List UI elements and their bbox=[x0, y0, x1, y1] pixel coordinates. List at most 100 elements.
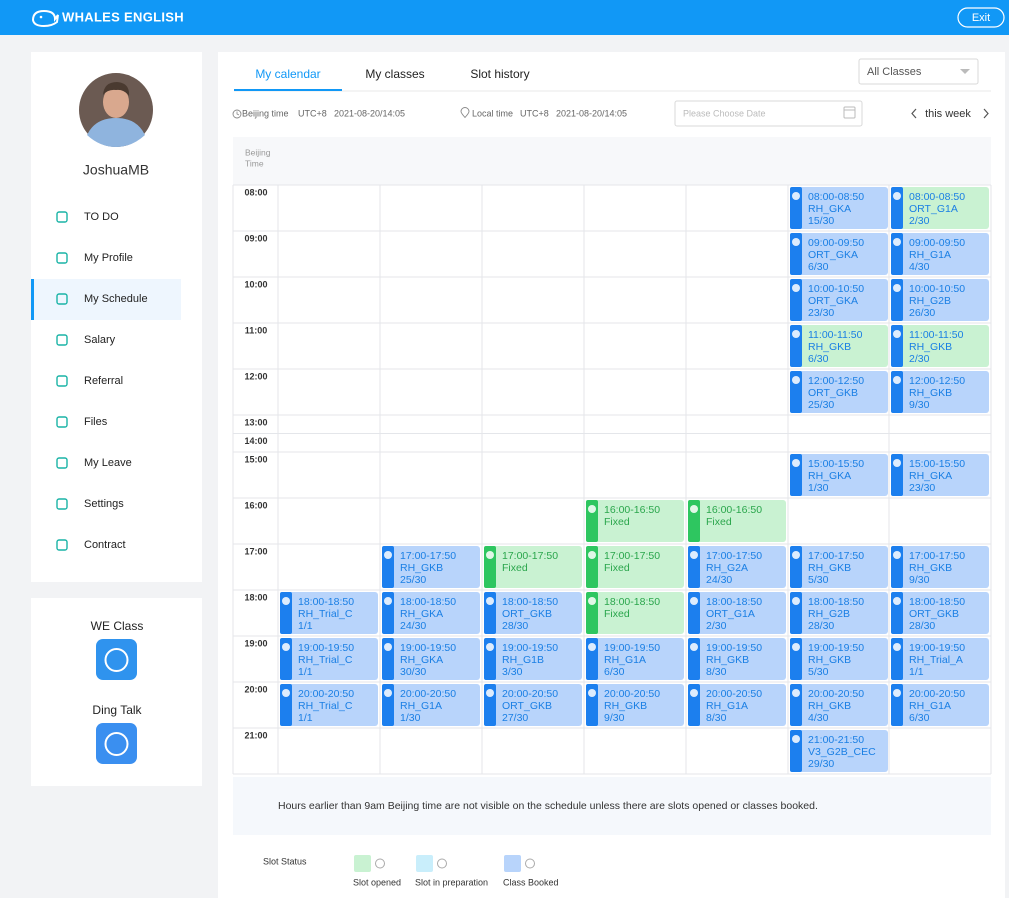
slot-name: RH_GKB bbox=[909, 341, 952, 353]
slot-time: 10:00-10:50 bbox=[909, 283, 965, 295]
slot-time: 17:00-17:50 bbox=[808, 550, 864, 562]
slot-icon bbox=[588, 551, 596, 559]
slot-time: 20:00-20:50 bbox=[909, 688, 965, 700]
slot-time: 19:00-19:50 bbox=[604, 642, 660, 654]
slot-time: 16:00-16:50 bbox=[604, 504, 660, 516]
class-filter-label[interactable]: All Classes bbox=[867, 66, 922, 78]
menu-item[interactable]: My Schedule bbox=[84, 293, 148, 305]
slot-icon bbox=[893, 551, 901, 559]
menu-item[interactable]: Settings bbox=[84, 498, 124, 510]
user-name: JoshuaMB bbox=[83, 162, 149, 178]
menu-item[interactable]: My Profile bbox=[84, 252, 133, 264]
slot-bg bbox=[891, 454, 989, 496]
slot-bg bbox=[891, 592, 989, 634]
menu-icon bbox=[56, 539, 68, 551]
menu-icon bbox=[56, 457, 68, 469]
slot-time: 19:00-19:50 bbox=[502, 642, 558, 654]
slot-icon bbox=[384, 597, 392, 605]
calendar-icon bbox=[843, 106, 856, 119]
app-icon[interactable] bbox=[96, 639, 137, 680]
slot-icon bbox=[893, 192, 901, 200]
date-input[interactable] bbox=[674, 100, 863, 127]
menu-item[interactable]: Salary bbox=[84, 334, 116, 346]
slot-time: 17:00-17:50 bbox=[909, 550, 965, 562]
slot-time: 08:00-08:50 bbox=[909, 191, 965, 203]
slot-name: ORT_GKB bbox=[808, 387, 858, 399]
menu-item[interactable]: Files bbox=[84, 416, 108, 428]
app-icon[interactable] bbox=[96, 723, 137, 764]
exit-button[interactable] bbox=[957, 7, 1005, 28]
menu-item[interactable]: Contract bbox=[84, 539, 126, 551]
slot-count: 5/30 bbox=[808, 574, 829, 586]
tab[interactable]: My classes bbox=[365, 67, 424, 81]
tab[interactable]: My calendar bbox=[255, 67, 320, 81]
slot-count: 28/30 bbox=[502, 620, 528, 632]
menu-item[interactable]: Referral bbox=[84, 375, 123, 387]
class-filter[interactable] bbox=[858, 58, 979, 85]
slot-bg bbox=[688, 592, 786, 634]
slot-name: RH_GKA bbox=[400, 608, 443, 620]
slot-icon bbox=[486, 643, 494, 651]
slot-name: RH_Trial_C bbox=[298, 654, 353, 666]
tab[interactable]: Slot history bbox=[470, 67, 529, 81]
menu-item[interactable]: TO DO bbox=[84, 211, 119, 223]
slot-bg bbox=[382, 684, 480, 726]
slot-icon bbox=[893, 330, 901, 338]
prev-week[interactable] bbox=[911, 108, 917, 119]
slot-name: Fixed bbox=[604, 516, 630, 528]
date-placeholder[interactable]: Please Choose Date bbox=[683, 108, 766, 118]
next-week[interactable] bbox=[983, 108, 989, 119]
menu-item[interactable]: My Leave bbox=[84, 457, 132, 469]
slot-bg bbox=[688, 638, 786, 680]
app-label: WE Class bbox=[91, 619, 144, 633]
hour-label: 09:00 bbox=[244, 233, 267, 243]
exit-label[interactable]: Exit bbox=[972, 12, 990, 24]
slot-icon bbox=[690, 643, 698, 651]
slot-name: ORT_GKB bbox=[909, 608, 959, 620]
slot-count: 28/30 bbox=[909, 620, 935, 632]
slot-icon bbox=[486, 597, 494, 605]
